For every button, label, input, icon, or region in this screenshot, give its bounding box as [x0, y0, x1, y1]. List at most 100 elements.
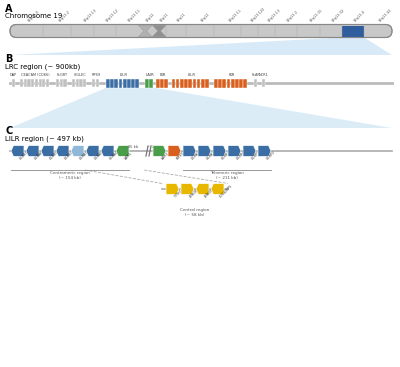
Bar — [156, 79, 160, 87]
Bar — [31, 79, 34, 87]
Polygon shape — [11, 145, 24, 156]
Text: 19q13.32: 19q13.32 — [331, 8, 346, 23]
Text: LRC region (~ 900kb): LRC region (~ 900kb) — [5, 63, 80, 69]
Polygon shape — [41, 145, 54, 156]
Polygon shape — [258, 145, 271, 156]
Polygon shape — [86, 145, 99, 156]
Text: 19q13.31: 19q13.31 — [308, 8, 323, 23]
Text: ~ 45 kb: ~ 45 kb — [123, 145, 138, 149]
Bar — [35, 79, 38, 87]
Text: SIGLEC: SIGLEC — [74, 73, 86, 77]
Text: LILRA6: LILRA6 — [34, 149, 44, 160]
Text: LILRB4: LILRB4 — [236, 149, 246, 160]
Bar — [149, 79, 153, 87]
Bar — [218, 79, 222, 87]
Bar — [184, 79, 188, 87]
Text: LILRP1: LILRP1 — [250, 150, 261, 160]
Text: 19p13.12: 19p13.12 — [105, 8, 120, 23]
Text: 19q12: 19q12 — [200, 12, 210, 23]
Text: 19p13.11: 19p13.11 — [127, 8, 142, 23]
Bar — [226, 79, 230, 87]
Text: B: B — [5, 54, 12, 64]
Text: Centromeric region
(~ 154 kb): Centromeric region (~ 154 kb) — [50, 171, 90, 179]
Bar — [172, 79, 175, 87]
Polygon shape — [181, 184, 194, 195]
Text: 19q13.2: 19q13.2 — [286, 10, 299, 23]
Polygon shape — [211, 184, 224, 195]
Text: 19p13.13: 19p13.13 — [82, 8, 98, 23]
Text: 19p12: 19p12 — [145, 12, 156, 23]
Bar — [118, 79, 122, 87]
Text: LENG8: LENG8 — [188, 188, 199, 198]
FancyBboxPatch shape — [10, 25, 392, 37]
Polygon shape — [198, 145, 211, 156]
Text: FcGRT: FcGRT — [56, 73, 68, 77]
Text: FcAR: FcAR — [252, 73, 260, 77]
Bar — [27, 79, 30, 87]
Text: LAIR1: LAIR1 — [124, 151, 133, 160]
Text: LAIR2: LAIR2 — [160, 151, 170, 160]
Polygon shape — [56, 145, 69, 156]
Text: CDC42EP5: CDC42EP5 — [218, 183, 234, 198]
Bar — [60, 79, 63, 87]
Bar — [12, 79, 15, 87]
Polygon shape — [196, 184, 209, 195]
Bar — [76, 79, 79, 87]
Text: 19q13.122: 19q13.122 — [250, 7, 266, 23]
Text: LILRB3: LILRB3 — [18, 149, 29, 160]
Text: 19q13.11: 19q13.11 — [228, 8, 242, 23]
Polygon shape — [228, 145, 241, 156]
Text: LILR region (~ 497 kb): LILR region (~ 497 kb) — [5, 135, 84, 142]
Bar — [20, 79, 23, 87]
Text: LAIR: LAIR — [145, 73, 154, 77]
Bar — [192, 79, 196, 87]
Bar — [127, 79, 131, 87]
Polygon shape — [152, 25, 166, 37]
Text: 19q13.43: 19q13.43 — [378, 8, 393, 23]
Bar — [79, 79, 83, 87]
Text: A: A — [5, 4, 12, 14]
Text: LILRA1: LILRA1 — [206, 150, 216, 160]
Bar — [110, 79, 114, 87]
Polygon shape — [183, 145, 196, 156]
Text: LILRP2: LILRP2 — [266, 150, 276, 160]
Bar — [131, 79, 135, 87]
Bar — [205, 79, 209, 87]
Bar — [56, 79, 59, 87]
Polygon shape — [243, 145, 256, 156]
Bar — [72, 79, 75, 87]
Text: LILRB1: LILRB1 — [220, 149, 231, 160]
Bar — [214, 79, 218, 87]
Bar — [123, 79, 126, 87]
Bar — [188, 79, 192, 87]
Bar — [235, 79, 239, 87]
Bar — [114, 79, 118, 87]
Bar — [135, 79, 139, 87]
Text: LILR: LILR — [120, 73, 128, 77]
Text: LILR: LILR — [188, 73, 196, 77]
Text: Telomeric region
(~ 211 kb): Telomeric region (~ 211 kb) — [210, 171, 244, 179]
Bar — [342, 25, 364, 36]
Text: 19q13.4: 19q13.4 — [353, 10, 366, 23]
Text: LILRA5: LILRA5 — [94, 149, 104, 160]
Bar — [180, 79, 184, 87]
Bar — [46, 79, 49, 87]
Polygon shape — [166, 184, 179, 195]
Text: 19p13.2: 19p13.2 — [58, 10, 71, 23]
Text: 19p13.3: 19p13.3 — [27, 10, 40, 23]
Bar — [254, 79, 257, 87]
Polygon shape — [10, 88, 392, 128]
Bar — [24, 79, 27, 87]
Bar — [42, 79, 46, 87]
Text: TTYH1: TTYH1 — [174, 188, 184, 198]
Bar — [92, 79, 95, 87]
Text: KIR: KIR — [160, 73, 166, 77]
Bar — [96, 79, 99, 87]
Bar — [231, 79, 234, 87]
Text: LILRA3: LILRA3 — [78, 149, 89, 160]
Polygon shape — [213, 145, 226, 156]
Bar — [239, 79, 243, 87]
Text: Chromosome 19: Chromosome 19 — [5, 13, 62, 19]
Polygon shape — [10, 37, 392, 55]
Text: RPS9: RPS9 — [92, 73, 100, 77]
